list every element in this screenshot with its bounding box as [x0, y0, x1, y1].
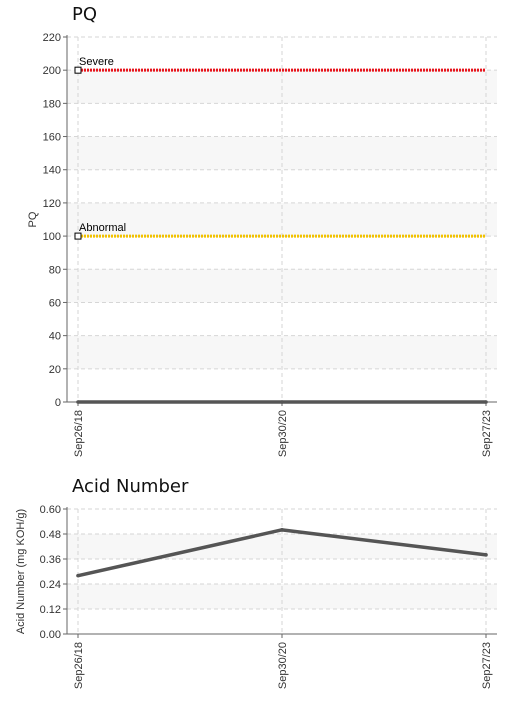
y-tick-label: 220	[43, 32, 61, 44]
y-tick-label: 80	[49, 264, 61, 276]
y-tick-label: 0.60	[40, 504, 61, 516]
pq-chart: 0 20 40 60 80 100 120 140 160 180 200 220 Sep26/18 Se…	[27, 32, 497, 457]
y-tick-label: 0.00	[40, 629, 61, 641]
data-point	[280, 400, 284, 404]
x-tick-label: Sep30/20	[277, 642, 289, 689]
y-tick-label: 200	[43, 65, 61, 77]
x-tick-label: Sep26/18	[73, 410, 85, 457]
x-tick-label: Sep27/23	[481, 410, 493, 457]
data-point	[76, 573, 80, 578]
y-tick-label: 60	[49, 297, 61, 309]
x-tick-label: Sep30/20	[277, 410, 289, 457]
y-tick-label: 20	[49, 364, 61, 376]
y-tick-label: 100	[43, 231, 61, 243]
y-tick-label: 0.24	[40, 579, 61, 591]
y-tick-label: 0.48	[40, 529, 61, 541]
y-tick-label: 0.36	[40, 554, 61, 566]
y-axis-label: Acid Number (mg KOH/g)	[15, 509, 27, 634]
threshold-marker	[74, 66, 82, 74]
y-tick-label: 140	[43, 165, 61, 177]
y-tick-label: 0	[55, 397, 61, 409]
data-point	[280, 528, 284, 532]
y-tick-label: 160	[43, 132, 61, 144]
y-tick-label: 40	[49, 331, 61, 343]
pq-chart-title: PQ	[72, 4, 98, 25]
data-point	[484, 400, 488, 404]
data-point	[76, 400, 80, 404]
x-tick-label: Sep27/23	[481, 642, 493, 689]
threshold-marker	[74, 232, 82, 240]
y-tick-label: 180	[43, 98, 61, 110]
threshold-label: Abnormal	[79, 222, 126, 234]
data-point	[484, 553, 488, 557]
y-axis-label: PQ	[27, 211, 39, 227]
acid-number-chart-title: Acid Number	[72, 476, 189, 497]
y-tick-label: 120	[43, 198, 61, 210]
threshold-label: Severe	[79, 56, 114, 68]
y-tick-label: 0.12	[40, 604, 61, 616]
x-tick-label: Sep26/18	[73, 642, 85, 689]
